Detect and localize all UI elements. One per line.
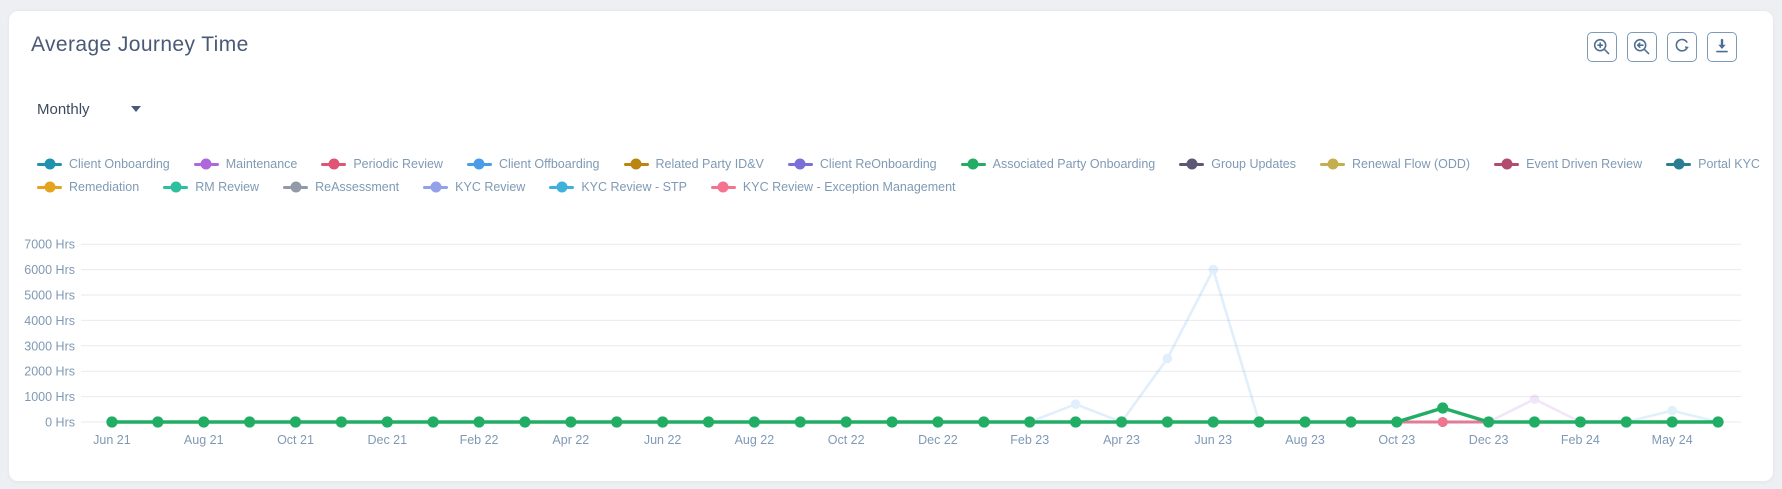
legend-item-label: Related Party ID&V	[655, 157, 764, 171]
legend-item-label: RM Review	[195, 180, 260, 194]
zoom-out-button[interactable]	[1627, 32, 1657, 62]
chart-plot-area[interactable]: 0 Hrs 1000 Hrs 2000 Hrs 3000 Hrs 4000 Hrs 500…	[21, 199, 1768, 476]
svg-text:Aug 22: Aug 22	[735, 433, 775, 447]
svg-text:Aug 23: Aug 23	[1285, 433, 1325, 447]
legend-item[interactable]: Renewal Flow (ODD)	[1320, 157, 1470, 171]
svg-text:6000 Hrs: 6000 Hrs	[24, 263, 75, 277]
svg-text:Feb 24: Feb 24	[1561, 433, 1600, 447]
zoom-in-icon	[1593, 38, 1610, 55]
svg-text:Jun 22: Jun 22	[644, 433, 682, 447]
series-marker-icon	[163, 181, 189, 193]
page-title: Average Journey Time	[31, 33, 249, 56]
legend-item-label: ReAssessment	[315, 180, 400, 194]
series-marker-icon	[37, 181, 62, 193]
series-marker-icon	[1494, 158, 1520, 170]
legend-item[interactable]: KYC Review - Exception Management	[710, 180, 956, 194]
series-marker-icon	[423, 181, 449, 193]
average-journey-time-card: Average Journey Time	[8, 10, 1774, 482]
interval-select[interactable]: Monthly	[37, 97, 141, 121]
legend-item-label: Client ReOnboarding	[819, 157, 937, 171]
legend-item[interactable]: Periodic Review	[321, 157, 443, 171]
svg-text:Apr 22: Apr 22	[552, 433, 589, 447]
series-marker-icon	[1179, 158, 1205, 170]
legend-item-label: KYC Review - Exception Management	[742, 180, 956, 194]
legend-item[interactable]: RM Review	[163, 180, 259, 194]
series-marker-icon	[787, 158, 813, 170]
legend-item[interactable]: Related Party ID&V	[623, 157, 764, 171]
legend-item-label: KYC Review - STP	[581, 180, 687, 194]
legend-item[interactable]: Remediation	[37, 180, 139, 194]
legend-item-label: Client Offboarding	[498, 157, 600, 171]
svg-text:Feb 22: Feb 22	[460, 433, 499, 447]
svg-text:1000 Hrs: 1000 Hrs	[24, 390, 75, 404]
legend-item[interactable]: Group Updates	[1179, 157, 1296, 171]
zoom-in-button[interactable]	[1587, 32, 1617, 62]
svg-text:Dec 22: Dec 22	[918, 433, 958, 447]
download-button[interactable]	[1707, 32, 1737, 62]
svg-text:Apr 23: Apr 23	[1103, 433, 1140, 447]
legend-item-label: Group Updates	[1211, 157, 1297, 171]
legend-item[interactable]: Client ReOnboarding	[787, 157, 937, 171]
legend-item[interactable]: Client Onboarding	[37, 157, 170, 171]
svg-text:0 Hrs: 0 Hrs	[45, 416, 75, 430]
legend-item-label: Renewal Flow (ODD)	[1352, 157, 1471, 171]
legend-item-label: Remediation	[69, 180, 140, 194]
chart-toolbar	[1587, 32, 1737, 62]
download-icon	[1716, 38, 1728, 53]
legend-item-label: Portal KYC	[1698, 157, 1760, 171]
series-marker-icon	[466, 158, 492, 170]
svg-text:Jun 21: Jun 21	[93, 433, 131, 447]
series-marker-icon	[623, 158, 649, 170]
series-marker-icon	[283, 181, 309, 193]
zoom-out-icon	[1633, 38, 1650, 55]
legend-item-label: Maintenance	[225, 157, 298, 171]
legend-item[interactable]: Client Offboarding	[466, 157, 600, 171]
reset-icon	[1675, 38, 1689, 52]
legend-item[interactable]: Associated Party Onboarding	[960, 157, 1156, 171]
legend-item[interactable]: Portal KYC	[1666, 157, 1760, 171]
svg-text:7000 Hrs: 7000 Hrs	[24, 238, 75, 252]
series-marker-icon	[193, 158, 219, 170]
series-marker-icon	[321, 158, 347, 170]
svg-text:4000 Hrs: 4000 Hrs	[24, 314, 75, 328]
legend-item[interactable]: Maintenance	[193, 157, 298, 171]
svg-text:Feb 23: Feb 23	[1010, 433, 1049, 447]
interval-select-value: Monthly	[37, 100, 90, 118]
series-marker-icon	[549, 181, 575, 193]
svg-text:3000 Hrs: 3000 Hrs	[24, 339, 75, 353]
legend-item-label: Periodic Review	[353, 157, 443, 171]
series-marker-icon	[1320, 158, 1346, 170]
svg-text:Dec 21: Dec 21	[367, 433, 407, 447]
legend-row-1: Client Onboarding Maintenance Periodic Rev…	[37, 157, 1760, 171]
svg-text:May 24: May 24	[1652, 433, 1693, 447]
svg-text:5000 Hrs: 5000 Hrs	[24, 289, 75, 303]
reset-zoom-button[interactable]	[1667, 32, 1697, 62]
journey-time-line-chart[interactable]: 0 Hrs 1000 Hrs 2000 Hrs 3000 Hrs 4000 Hrs 500…	[21, 199, 1768, 476]
legend-item[interactable]: KYC Review - STP	[549, 180, 687, 194]
series-marker-icon	[37, 158, 62, 170]
chart-legend: Client Onboarding Maintenance Periodic Rev…	[37, 157, 1760, 194]
svg-text:2000 Hrs: 2000 Hrs	[24, 365, 75, 379]
legend-item-label: Associated Party Onboarding	[992, 157, 1156, 171]
svg-text:Aug 21: Aug 21	[184, 433, 224, 447]
legend-item[interactable]: Event Driven Review	[1494, 157, 1642, 171]
series-marker-icon	[1666, 158, 1692, 170]
legend-item-label: KYC Review	[455, 180, 526, 194]
legend-item[interactable]: KYC Review	[423, 180, 525, 194]
chevron-down-icon	[131, 106, 141, 112]
legend-row-2: Remediation RM Review ReAssessment KYC Revi…	[37, 180, 1760, 194]
svg-text:Dec 23: Dec 23	[1469, 433, 1509, 447]
legend-item[interactable]: ReAssessment	[283, 180, 399, 194]
svg-text:Oct 23: Oct 23	[1378, 433, 1415, 447]
series-marker-icon	[710, 181, 736, 193]
svg-text:Jun 23: Jun 23	[1195, 433, 1233, 447]
svg-text:Oct 22: Oct 22	[828, 433, 865, 447]
legend-item-label: Client Onboarding	[69, 157, 170, 171]
series-marker-icon	[960, 158, 986, 170]
svg-text:Oct 21: Oct 21	[277, 433, 314, 447]
legend-item-label: Event Driven Review	[1526, 157, 1643, 171]
